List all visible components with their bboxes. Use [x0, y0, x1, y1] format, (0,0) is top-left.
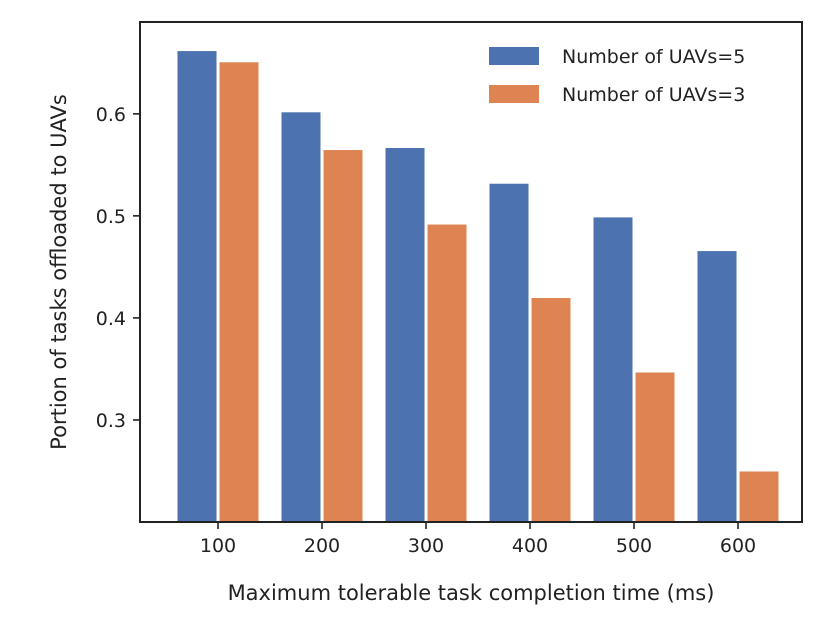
bar-series-2-600 [738, 470, 780, 523]
bars-layer [176, 50, 780, 523]
x-tick-label: 500 [616, 535, 652, 557]
y-tick-label: 0.4 [96, 308, 126, 330]
x-axis-label: Maximum tolerable task completion time (… [228, 581, 715, 605]
plot-frame [139, 21, 803, 523]
bar-series-2-300 [426, 223, 468, 523]
y-axis-label: Portion of tasks offloaded to UAVs [47, 94, 71, 450]
bar-series-1-200 [280, 111, 322, 523]
bar-series-1-600 [696, 250, 738, 523]
x-tick-label: 600 [720, 535, 756, 557]
legend-label-uavs-5: Number of UAVs=5 [562, 46, 745, 68]
y-tick-label: 0.6 [96, 104, 126, 126]
bar-series-1-400 [488, 182, 530, 523]
legend: Number of UAVs=5 Number of UAVs=3 [489, 46, 745, 106]
bar-series-2-200 [322, 149, 364, 523]
x-tick-label: 400 [512, 535, 548, 557]
bar-series-2-100 [218, 61, 260, 523]
bar-series-2-500 [634, 371, 676, 523]
bar-series-1-300 [384, 147, 426, 523]
y-axis: 0.3 0.4 0.5 0.6 [96, 104, 140, 432]
bar-series-1-500 [592, 216, 634, 523]
y-tick-label: 0.3 [96, 410, 126, 432]
legend-swatch-uavs-5 [489, 47, 539, 65]
y-tick-label: 0.5 [96, 206, 126, 228]
bar-series-1-100 [176, 50, 218, 523]
bar-series-2-400 [530, 297, 572, 523]
legend-swatch-uavs-3 [489, 85, 539, 103]
legend-label-uavs-3: Number of UAVs=3 [562, 84, 745, 106]
x-tick-label: 200 [304, 535, 340, 557]
x-tick-label: 100 [200, 535, 236, 557]
x-tick-label: 300 [408, 535, 444, 557]
x-axis: 100 200 300 400 500 600 [200, 522, 756, 557]
